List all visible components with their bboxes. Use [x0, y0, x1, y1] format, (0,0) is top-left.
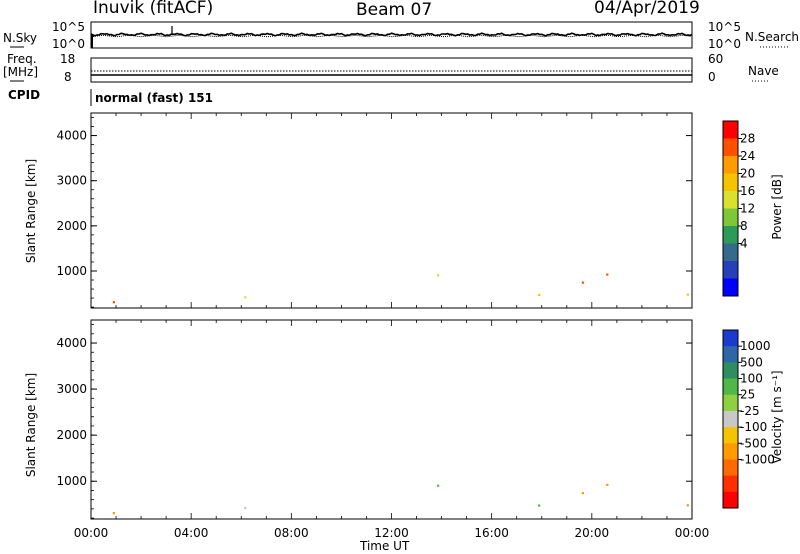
velocity-colorbar-swatch [723, 459, 738, 477]
velocity-colorbar-swatch [723, 410, 738, 428]
x-tick-label: 12:00 [374, 526, 409, 540]
velocity-cell [244, 507, 247, 510]
velocity-colorbar-swatch [723, 394, 738, 412]
velocity-colorbar-tick-label: 25 [740, 388, 755, 402]
velocity-colorbar-swatch [723, 362, 738, 380]
nsearch-label: N.Search [745, 30, 800, 44]
power-colorbar-swatch [723, 243, 738, 262]
power-cell [686, 293, 689, 296]
noise-search-line [90, 34, 693, 38]
nsky-label: N.Sky [3, 31, 38, 45]
velocity-frame [90, 319, 693, 520]
nsky-tick-low: 10^0 [52, 37, 85, 51]
nave-tick-low: 0 [708, 70, 716, 84]
power-colorbar-swatch [723, 121, 738, 139]
velocity-colorbar-tick-label: -1000 [740, 452, 775, 466]
velocity-ytick-label: 3000 [56, 382, 87, 396]
velocity-colorbar-swatch [723, 378, 738, 396]
power-colorbar-tick-label: 12 [740, 202, 755, 216]
velocity-cell [686, 504, 689, 507]
x-tick-label: 08:00 [274, 526, 309, 540]
power-cell [581, 281, 584, 284]
velocity-cell [538, 504, 541, 507]
power-colorbar-tick-label: 8 [740, 219, 748, 233]
x-axis-label: Time UT [360, 539, 410, 553]
x-tick-label: 04:00 [174, 526, 209, 540]
freq-label: Freq. [7, 52, 37, 66]
power-ytick-label: 3000 [56, 174, 87, 188]
velocity-colorbar-tick-label: -100 [740, 420, 767, 434]
velocity-colorbar-swatch [723, 491, 738, 509]
velocity-cell [581, 492, 584, 495]
power-colorbar-tick-label: 28 [740, 132, 755, 146]
velocity-ytick-label: 4000 [56, 336, 87, 350]
power-colorbar-tick-label: 16 [740, 184, 755, 198]
beam-title: Beam 07 [356, 0, 433, 20]
power-colorbar-tick-label: 20 [740, 167, 755, 181]
x-tick-label: 00:00 [675, 526, 710, 540]
power-colorbar-tick-label: 4 [740, 237, 748, 251]
power-colorbar-tick-label: 24 [740, 149, 755, 163]
power-colorbar-swatch [723, 261, 738, 279]
power-colorbar-swatch [723, 208, 738, 227]
station-title: Inuvik (fitACF) [93, 0, 214, 18]
power-ytick-label: 2000 [56, 219, 87, 233]
power-colorbar-swatch [723, 226, 738, 244]
freq-strip-frame [90, 57, 693, 83]
power-colorbar-swatch [723, 156, 738, 174]
cpid-text: normal (fast) 151 [95, 91, 213, 105]
velocity-colorbar-tick-label: 500 [740, 355, 763, 369]
velocity-colorbar-swatch [723, 330, 738, 347]
x-tick-label: 00:00 [74, 526, 109, 540]
velocity-colorbar-tick-label: 100 [740, 372, 763, 386]
power-colorbar-swatch [723, 278, 738, 297]
power-cell [112, 301, 115, 304]
noise-sky-line [90, 32, 693, 37]
power-ytick-label: 4000 [56, 129, 87, 143]
velocity-colorbar-swatch [723, 475, 738, 493]
power-cell [606, 273, 609, 276]
velocity-ytick-label: 2000 [56, 428, 87, 442]
x-tick-label: 20:00 [575, 526, 610, 540]
power-ytick-label: 1000 [56, 264, 87, 278]
velocity-colorbar-frame [722, 329, 739, 509]
velocity-colorbar-swatch [723, 427, 738, 444]
freq-tick-high: 18 [60, 52, 76, 66]
date-title: 04/Apr/2019 [594, 0, 700, 18]
nsearch-tick-low: 10^0 [708, 37, 741, 51]
velocity-colorbar-tick-label: -25 [740, 404, 760, 418]
power-colorbar-swatch [723, 191, 738, 209]
velocity-ytick-label: 1000 [56, 474, 87, 488]
velocity-colorbar-tick-label: 1000 [740, 339, 771, 353]
velocity-cell [437, 484, 440, 487]
power-colorbar-swatch [723, 173, 738, 192]
power-frame [90, 112, 693, 309]
velocity-cell [606, 483, 609, 486]
freq-tick-low: 8 [64, 70, 72, 84]
velocity-colorbar-tick-label: -500 [740, 436, 767, 450]
velocity-cell [112, 512, 115, 515]
velocity-panel: 1000 2000 3000 4000 [56, 319, 693, 520]
velocity-colorbar-swatch [723, 443, 738, 460]
power-cell [437, 274, 440, 277]
nave-tick-high: 60 [708, 52, 724, 66]
freq-unit-label: [MHz] [3, 65, 39, 79]
x-tick-label: 16:00 [474, 526, 509, 540]
nsearch-tick-high: 10^5 [708, 20, 741, 34]
power-panel: 1000 2000 3000 4000 [56, 112, 693, 309]
power-cell [538, 293, 541, 296]
velocity-colorbar-swatch [723, 346, 738, 363]
power-cell [244, 296, 247, 299]
cpid-label: CPID [8, 88, 41, 102]
nsky-tick-high: 10^5 [52, 20, 85, 34]
power-colorbar-swatch [723, 138, 738, 157]
nave-label: Nave [748, 64, 779, 78]
